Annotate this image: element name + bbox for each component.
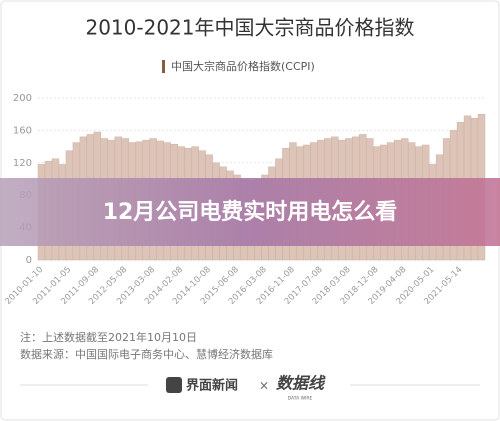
subtitle-marker (162, 60, 165, 73)
brand: 界面新闻 (186, 378, 238, 394)
y-tick-label: 120 (13, 158, 32, 169)
note: 注：上述数据截至2021年10月10日 (20, 330, 197, 344)
y-tick-label: 200 (13, 93, 32, 104)
overlay-band (0, 178, 500, 246)
chart-title: 2010-2021年中国大宗商品价格指数 (85, 16, 414, 40)
source: 数据来源：中国国际电子商务中心、慧博经济数据库 (20, 347, 273, 361)
overlay-title: 12月公司电费实时用电怎么看 (103, 199, 398, 225)
y-tick-label: 160 (13, 125, 32, 136)
brand-logo (166, 377, 182, 393)
chart-subtitle: 中国大宗商品价格指数(CCPI) (171, 59, 315, 73)
y-tick-label: 0 (26, 255, 32, 266)
separator: × (259, 379, 269, 393)
partner: 数据线 (276, 374, 326, 393)
partner-sub: DATA WIRE (288, 396, 313, 402)
